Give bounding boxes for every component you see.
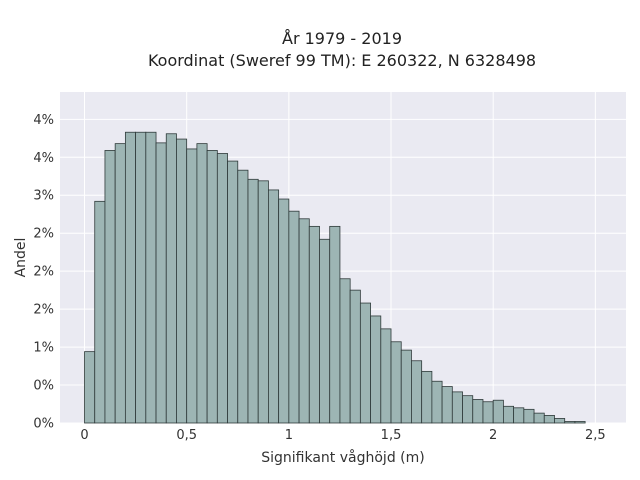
chart-title: År 1979 - 2019 Koordinat (Sweref 99 TM):… xyxy=(0,28,640,72)
x-axis-label: Signifikant våghöjd (m) xyxy=(261,449,424,466)
histogram-bar xyxy=(257,180,269,424)
histogram-bar xyxy=(114,143,126,424)
histogram-bar xyxy=(186,148,198,424)
y-tick-label: 0% xyxy=(33,417,54,432)
histogram-bar xyxy=(165,133,177,424)
x-tick-label: 0,5 xyxy=(176,428,197,443)
histogram-bar xyxy=(462,395,474,424)
histogram-bar xyxy=(216,153,228,424)
x-tick-label: 2 xyxy=(489,428,497,443)
y-axis-ticks: 0% 0% 1% 2% 2% 2% 3% 4% 4% xyxy=(33,113,54,432)
y-tick-label: 1% xyxy=(33,341,54,356)
histogram-bar xyxy=(472,399,484,424)
histogram-bar xyxy=(492,399,504,424)
histogram-bar xyxy=(411,360,423,424)
chart-title-line-2: Koordinat (Sweref 99 TM): E 260322, N 63… xyxy=(147,51,537,70)
y-tick-label: 4% xyxy=(33,113,54,128)
y-tick-label: 0% xyxy=(33,379,54,394)
y-tick-label: 4% xyxy=(33,151,54,166)
histogram-bar xyxy=(308,225,320,424)
y-tick-label: 2% xyxy=(33,265,54,280)
histogram-bar xyxy=(329,225,341,424)
x-tick-label: 0 xyxy=(80,428,88,443)
histogram-bar xyxy=(145,131,157,424)
histogram-bar xyxy=(278,198,290,424)
histogram-bar xyxy=(349,289,361,424)
histogram-bar xyxy=(543,415,555,424)
histogram-bar xyxy=(196,143,208,424)
histogram-bar xyxy=(288,210,300,424)
histogram-bar xyxy=(421,370,433,424)
histogram-bar xyxy=(482,401,494,424)
histogram-bar xyxy=(554,418,566,424)
histogram-bar xyxy=(359,302,371,424)
histogram-bar xyxy=(206,150,218,424)
histogram-bar xyxy=(124,131,137,424)
histogram-bar xyxy=(533,412,545,424)
histogram-bar xyxy=(94,200,106,424)
histogram-bar xyxy=(84,351,96,424)
histogram-bar xyxy=(431,380,443,424)
histogram-bar xyxy=(390,341,402,424)
y-tick-label: 3% xyxy=(33,189,54,204)
histogram-bar xyxy=(298,218,310,424)
histogram-bar xyxy=(441,386,453,424)
x-tick-label: 1 xyxy=(285,428,293,443)
histogram-bar xyxy=(247,178,259,424)
x-axis-ticks: 0 0,5 1 1,5 2 2,5 xyxy=(80,428,605,443)
histogram-bar xyxy=(237,169,249,424)
y-axis-label: Andel xyxy=(13,238,29,278)
histogram-bar xyxy=(370,315,382,424)
histogram-bar xyxy=(400,349,412,424)
histogram-bar xyxy=(319,238,331,424)
histogram-bar xyxy=(104,150,116,424)
y-tick-label: 2% xyxy=(33,227,54,242)
y-tick-label: 2% xyxy=(33,303,54,318)
histogram-bar xyxy=(513,407,525,424)
histogram-bar xyxy=(135,131,147,424)
histogram-bar xyxy=(176,138,188,424)
chart-title-line-1: År 1979 - 2019 xyxy=(282,29,402,48)
histogram-bar xyxy=(227,160,239,424)
histogram-bar xyxy=(339,278,351,424)
histogram-bar xyxy=(380,328,392,424)
x-tick-label: 2,5 xyxy=(585,428,606,443)
histogram-bar xyxy=(155,142,167,424)
x-tick-label: 1,5 xyxy=(381,428,402,443)
histogram-bar xyxy=(574,421,586,424)
histogram-bar xyxy=(564,421,576,424)
histogram-bar xyxy=(268,189,280,424)
histogram-bar xyxy=(451,391,463,424)
histogram-bar xyxy=(503,405,515,424)
histogram-bar xyxy=(523,408,535,424)
histogram-bars xyxy=(84,131,586,424)
